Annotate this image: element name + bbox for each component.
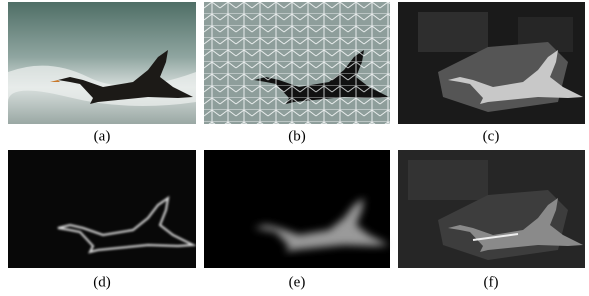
caption: (b)	[288, 128, 306, 144]
panel-f	[398, 150, 585, 268]
caption: (d)	[93, 274, 111, 290]
caption: (a)	[94, 128, 111, 144]
caption: (c)	[483, 128, 500, 144]
panel-d	[8, 150, 196, 268]
panel-a	[8, 2, 196, 124]
panel-c	[398, 2, 585, 124]
panel-e	[204, 150, 390, 268]
caption: (f)	[484, 274, 499, 290]
figure: (a) (b) (c) (d) (e) (f)	[0, 0, 589, 296]
panel-b	[204, 2, 390, 124]
caption: (e)	[289, 274, 306, 290]
